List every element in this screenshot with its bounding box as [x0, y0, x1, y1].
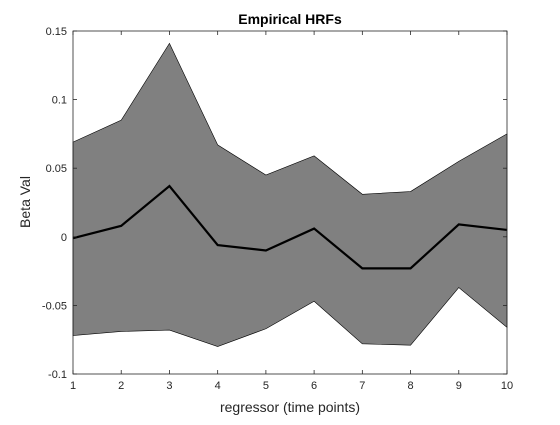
x-tick-label: 8: [407, 380, 413, 392]
confidence-band: [72, 42, 508, 347]
mean-line: [72, 184, 508, 270]
y-ticks: -0.1 -0.05 0 0.05 0.1 0.15: [42, 26, 507, 381]
y-tick-label: 0.15: [46, 26, 67, 38]
x-tick-label: 9: [456, 380, 462, 392]
x-tick-label: 3: [166, 380, 172, 392]
y-tick-label: 0.1: [52, 95, 67, 107]
x-axis-label: regressor (time points): [220, 399, 360, 415]
y-tick-label: -0.05: [42, 300, 67, 312]
x-tick-label: 10: [501, 380, 513, 392]
x-ticks: 1 2 3 4 5 6 7 8 9 10: [70, 31, 513, 392]
x-tick-label: 4: [215, 380, 221, 392]
y-tick-label: 0: [61, 232, 67, 244]
y-axis-label: Beta Val: [17, 176, 33, 228]
x-tick-label: 1: [70, 380, 76, 392]
x-tick-label: 6: [311, 380, 317, 392]
axes: [72, 30, 508, 375]
x-tick-label: 2: [118, 380, 124, 392]
y-tick-label: 0.05: [46, 163, 67, 175]
x-tick-label: 5: [263, 380, 269, 392]
x-tick-label: 7: [359, 380, 365, 392]
chart-title: Empirical HRFs: [238, 11, 342, 27]
axes-box: [72, 30, 508, 375]
y-tick-label: -0.1: [48, 369, 67, 381]
plot-area: [72, 42, 508, 347]
